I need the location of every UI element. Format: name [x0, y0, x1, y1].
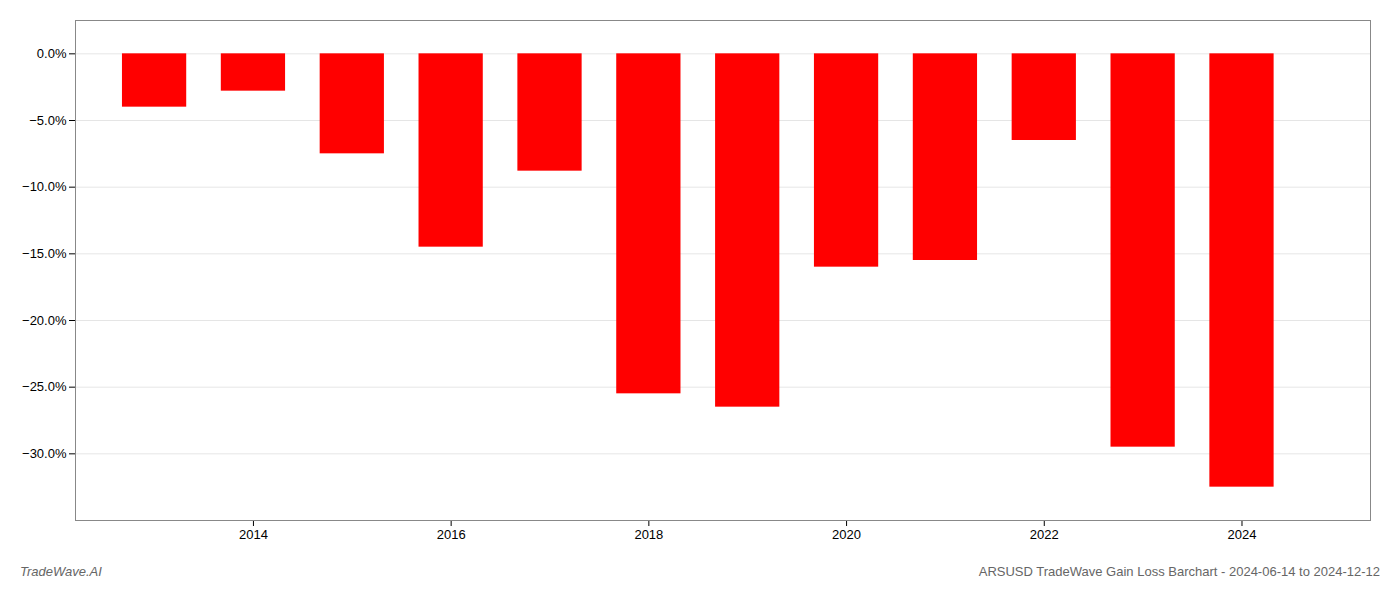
svg-text:−15.0%: −15.0% — [22, 246, 67, 261]
svg-text:−25.0%: −25.0% — [22, 379, 67, 394]
svg-text:2020: 2020 — [832, 527, 861, 542]
svg-text:2024: 2024 — [1228, 527, 1257, 542]
svg-text:2016: 2016 — [437, 527, 466, 542]
html-text:ARSUSD TradeWave Gain Loss Bar: ARSUSD TradeWave Gain Loss Barchart - 20… — [978, 564, 1380, 579]
html-text:TradeWave.AI: TradeWave.AI — [20, 564, 102, 579]
svg-text:−20.0%: −20.0% — [22, 313, 67, 328]
svg-text:2022: 2022 — [1030, 527, 1059, 542]
svg-text:−30.0%: −30.0% — [22, 446, 67, 461]
svg-text:2018: 2018 — [634, 527, 663, 542]
svg-text:−10.0%: −10.0% — [22, 179, 67, 194]
svg-text:−5.0%: −5.0% — [29, 113, 67, 128]
svg-text:0.0%: 0.0% — [37, 46, 67, 61]
svg-text:2014: 2014 — [239, 527, 268, 542]
